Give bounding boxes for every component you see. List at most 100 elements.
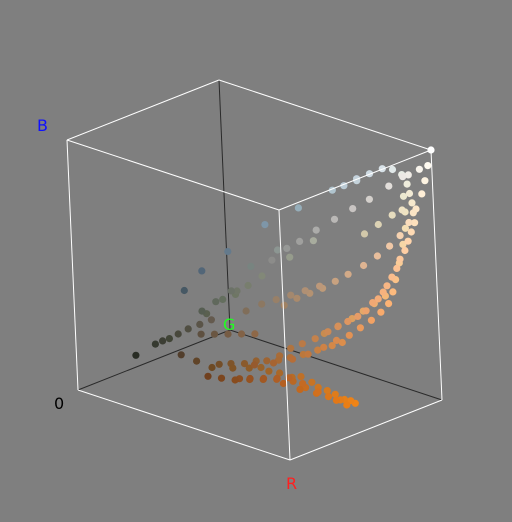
data-point: [260, 375, 267, 382]
data-point: [405, 238, 412, 245]
data-point: [399, 206, 406, 213]
data-point: [204, 373, 211, 380]
cube-back-edges: [78, 80, 442, 400]
data-point: [361, 230, 368, 237]
data-point: [310, 237, 317, 244]
cube-edge: [67, 140, 78, 390]
data-point: [424, 162, 431, 169]
data-point: [268, 257, 275, 264]
cube-edge: [279, 150, 431, 210]
data-point: [198, 308, 205, 315]
data-point: [281, 302, 288, 309]
data-point: [232, 376, 239, 383]
data-point: [185, 325, 192, 332]
data-point: [400, 193, 407, 200]
data-point: [152, 341, 159, 348]
data-point: [314, 347, 321, 354]
data-point: [404, 181, 411, 188]
data-point: [243, 307, 250, 314]
data-point: [393, 265, 400, 272]
data-point: [333, 397, 340, 404]
data-point: [332, 278, 339, 285]
data-point: [325, 393, 332, 400]
data-point: [258, 272, 265, 279]
data-point: [218, 375, 225, 382]
cube-edge: [78, 390, 290, 460]
data-point: [405, 219, 412, 226]
data-point: [280, 380, 287, 387]
data-point: [216, 361, 223, 368]
data-point: [401, 247, 408, 254]
data-point: [349, 205, 356, 212]
data-point: [159, 337, 166, 344]
data-point: [308, 379, 315, 386]
data-point: [383, 282, 390, 289]
cube-edge: [431, 150, 442, 400]
data-point: [212, 298, 219, 305]
data-point: [332, 391, 339, 398]
cube-edge: [219, 80, 431, 150]
data-point: [166, 335, 173, 342]
data-point: [228, 287, 235, 294]
data-point: [263, 357, 270, 364]
data-point: [193, 358, 200, 365]
cube-front-edges: [67, 80, 442, 460]
data-point: [257, 364, 264, 371]
data-point: [368, 317, 375, 324]
data-point: [274, 375, 281, 382]
data-point: [389, 166, 396, 173]
data-point: [363, 307, 370, 314]
data-point: [265, 368, 272, 375]
data-point: [293, 295, 300, 302]
data-point: [302, 287, 309, 294]
data-point: [175, 330, 182, 337]
data-point: [345, 271, 352, 278]
data-point: [315, 388, 322, 395]
data-point: [312, 335, 319, 342]
data-point: [224, 248, 231, 255]
data-point: [408, 228, 415, 235]
data-point: [238, 330, 245, 337]
data-point: [396, 256, 403, 263]
data-point: [343, 401, 350, 408]
data-point: [178, 351, 185, 358]
data-point: [316, 283, 323, 290]
data-point: [331, 216, 338, 223]
data-point: [366, 196, 373, 203]
data-point: [360, 262, 367, 269]
data-point: [357, 324, 364, 331]
data-point: [324, 328, 331, 335]
data-point: [416, 166, 423, 173]
data-point: [334, 323, 341, 330]
data-point: [196, 321, 203, 328]
data-point: [247, 263, 254, 270]
axis-label-r: R: [286, 474, 297, 493]
data-point: [287, 345, 294, 352]
cube-edge-g-axis: [78, 330, 230, 390]
data-point: [251, 361, 258, 368]
data-point: [399, 173, 406, 180]
data-point: [324, 387, 331, 394]
data-point: [329, 342, 336, 349]
data-point: [261, 221, 268, 228]
data-point: [295, 204, 302, 211]
data-point: [208, 364, 215, 371]
data-point: [385, 300, 392, 307]
data-point: [354, 313, 361, 320]
data-point: [369, 299, 376, 306]
data-point: [377, 309, 384, 316]
data-point: [273, 296, 280, 303]
data-point: [247, 375, 254, 382]
data-point: [241, 360, 248, 367]
axis-label-origin: 0: [54, 394, 64, 413]
data-point: [245, 282, 252, 289]
data-point: [346, 332, 353, 339]
data-point: [208, 316, 215, 323]
data-point: [198, 331, 205, 338]
data-point: [289, 356, 296, 363]
data-point: [385, 183, 392, 190]
data-point: [375, 221, 382, 228]
data-point: [286, 254, 293, 261]
data-point: [296, 386, 303, 393]
